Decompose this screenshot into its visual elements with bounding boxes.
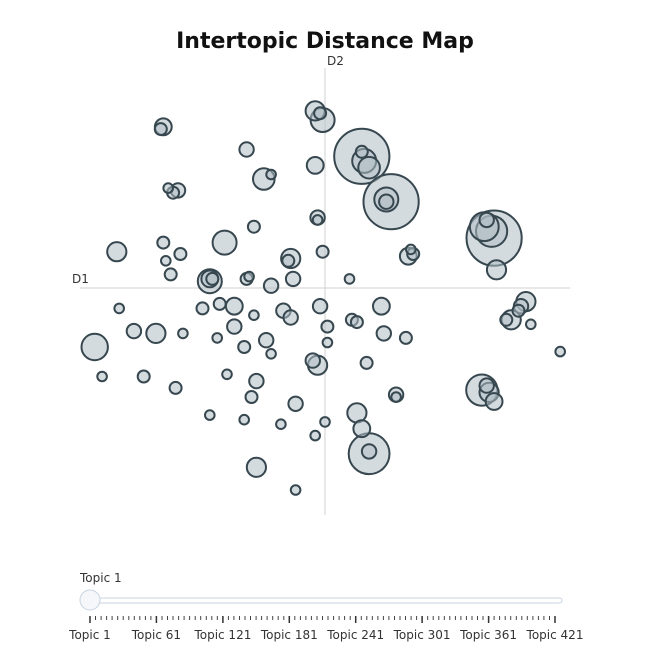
topic-bubble[interactable] [554,345,567,358]
topic-bubble[interactable] [499,312,514,327]
topic-bubble[interactable] [405,243,417,256]
topic-bubble[interactable] [349,315,364,330]
topic-bubble[interactable] [478,211,495,229]
topic-bubble[interactable] [284,270,302,288]
topic-bubble[interactable] [311,214,324,226]
topic-bubble[interactable] [357,155,381,180]
topic-bubble[interactable] [245,456,267,478]
topic-bubble[interactable] [354,144,369,159]
slider-rail[interactable] [89,597,563,604]
topic-bubble[interactable] [168,380,183,395]
topic-bubble[interactable] [238,141,255,158]
topic-slider[interactable]: Topic 1 Topic 1 Topic 61 Topic 121 Topic 18… [68,571,583,642]
topic-bubble[interactable] [153,122,168,137]
topic-bubble[interactable] [378,193,395,210]
topic-bubble[interactable] [398,330,413,345]
topic-bubble[interactable] [205,271,220,286]
topic-bubble[interactable] [162,182,174,194]
topic-bubble[interactable] [320,319,335,334]
slider-tick-label: Topic 1 [68,628,111,642]
chart-title: Intertopic Distance Map [176,29,474,54]
topic-bubble[interactable] [360,443,378,460]
topic-bubble[interactable] [173,247,188,261]
d1-axis-label: D1 [72,272,89,286]
topic-bubble[interactable] [478,377,495,394]
topic-bubbles [80,100,567,496]
topic-bubble[interactable] [145,322,167,344]
topic-bubble[interactable] [195,301,210,316]
topic-bubble[interactable] [160,254,172,267]
topic-bubble[interactable] [125,322,143,340]
topic-bubble[interactable] [305,156,325,175]
topic-bubble[interactable] [319,416,331,428]
topic-bubble[interactable] [221,368,233,381]
slider-handle[interactable] [79,589,101,611]
slider-tick-label: Topic 361 [459,628,517,642]
topic-bubble[interactable] [80,332,109,362]
topic-bubble[interactable] [289,484,302,496]
topic-bubble[interactable] [321,336,334,349]
slider-tick-label: Topic 421 [526,628,584,642]
d2-axis-label: D2 [327,54,344,68]
slider-major-ticks: Topic 1 Topic 61 Topic 121 Topic 181 Topic 2… [68,616,583,642]
topic-bubble[interactable] [246,219,261,234]
topic-bubble[interactable] [390,391,402,403]
topic-bubble[interactable] [313,106,328,121]
topic-bubble[interactable] [258,332,275,349]
topic-bubble[interactable] [237,340,252,354]
plot-area: D1 D2 [72,54,570,515]
topic-bubble[interactable] [262,277,280,294]
slider-tick-label: Topic 61 [131,628,181,642]
topic-bubble[interactable] [309,429,322,442]
slider-minor-ticks [89,616,556,620]
topic-bubble[interactable] [352,419,372,439]
topic-bubble[interactable] [304,352,321,369]
slider-tick-label: Topic 241 [326,628,384,642]
topic-bubble[interactable] [311,298,329,315]
topic-bubble[interactable] [287,395,304,412]
topic-bubble[interactable] [282,309,299,326]
topic-bubble[interactable] [265,168,277,181]
topic-bubble[interactable] [211,229,238,256]
slider-current-label: Topic 1 [79,571,122,585]
topic-bubble[interactable] [238,413,250,426]
topic-bubble[interactable] [163,267,178,282]
topic-bubble[interactable] [204,409,216,421]
topic-bubble[interactable] [275,418,287,431]
topic-bubble[interactable] [485,259,508,281]
topic-bubble[interactable] [113,302,125,315]
topic-bubble[interactable] [343,273,356,285]
topic-bubble[interactable] [224,296,244,316]
slider-tick-label: Topic 121 [193,628,251,642]
topic-bubble[interactable] [372,296,391,316]
topic-bubble[interactable] [177,327,189,340]
topic-bubble[interactable] [315,244,330,259]
topic-bubble[interactable] [375,325,392,342]
topic-bubble[interactable] [212,296,227,311]
topic-bubble[interactable] [484,392,504,411]
topic-bubble[interactable] [211,332,223,344]
topic-bubble[interactable] [226,318,243,335]
topic-bubble[interactable] [359,355,374,370]
slider-tick-label: Topic 181 [260,628,318,642]
topic-bubble[interactable] [281,253,296,268]
topic-bubble[interactable] [248,372,265,390]
topic-bubble[interactable] [106,241,128,263]
slider-tick-label: Topic 301 [393,628,451,642]
topic-bubble[interactable] [248,309,260,322]
topic-bubble[interactable] [265,348,277,360]
topic-bubble[interactable] [244,390,259,404]
topic-bubble[interactable] [243,270,255,283]
topic-bubble[interactable] [96,370,108,383]
topic-bubble[interactable] [136,369,151,384]
topic-bubble[interactable] [525,318,537,331]
topic-bubble[interactable] [511,303,526,318]
topic-bubble[interactable] [156,235,171,250]
